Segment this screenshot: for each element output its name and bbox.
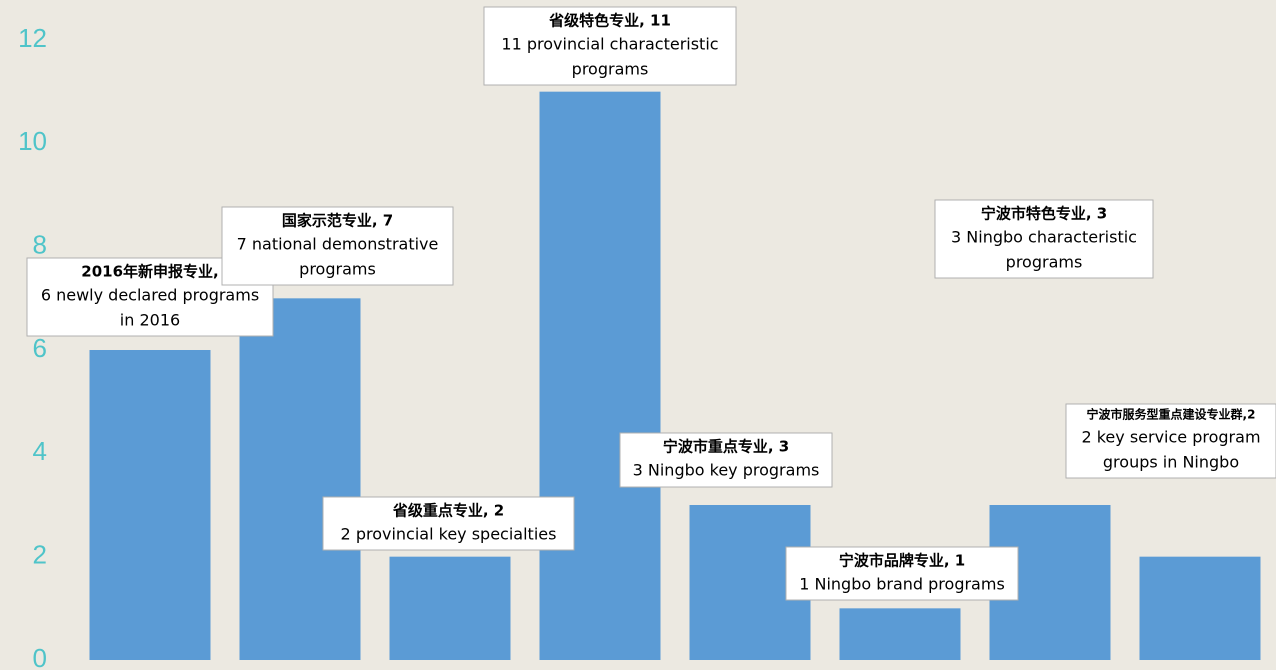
label-line: 1 Ningbo brand programs <box>799 575 1005 594</box>
label-line: 3 Ningbo key programs <box>633 461 820 480</box>
y-tick-label: 0 <box>33 643 47 670</box>
label-line: 2 provincial key specialties <box>341 525 557 544</box>
label-title: 宁波市重点专业, 3 <box>663 438 789 456</box>
y-tick-label: 2 <box>33 540 47 570</box>
bar <box>240 298 361 660</box>
y-tick-label: 10 <box>18 126 47 156</box>
label-line: programs <box>1006 253 1083 272</box>
label-title: 省级重点专业, 2 <box>392 502 504 520</box>
y-tick-label: 6 <box>33 333 47 363</box>
bar <box>540 92 661 660</box>
label-title: 宁波市服务型重点建设专业群,2 <box>1087 407 1256 422</box>
label-line: 11 provincial characteristic <box>501 35 718 54</box>
label-line: in 2016 <box>120 311 180 330</box>
label-line: 2 key service program <box>1081 428 1260 447</box>
label-line: 3 Ningbo characteristic <box>951 228 1137 247</box>
y-tick-label: 4 <box>33 436 47 466</box>
label-line: 6 newly declared programs <box>41 286 259 305</box>
bar <box>840 608 961 660</box>
y-tick-label: 12 <box>18 23 47 53</box>
bar <box>390 557 511 660</box>
label-title: 宁波市品牌专业, 1 <box>839 552 965 570</box>
bar <box>1140 557 1261 660</box>
label-title: 2016年新申报专业, <box>81 263 218 281</box>
chart: 0 2 4 6 8 10 12 2016年新申报专业, 6 newly declared pro… <box>0 0 1276 670</box>
label-title: 宁波市特色专业, 3 <box>981 205 1107 223</box>
label-line: programs <box>299 260 376 279</box>
label-line: programs <box>572 60 649 79</box>
label-title: 省级特色专业, 11 <box>548 12 671 30</box>
bar <box>90 350 211 660</box>
label-title: 国家示范专业, 7 <box>282 212 393 230</box>
y-tick-label: 8 <box>33 230 47 260</box>
label-line: groups in Ningbo <box>1103 453 1239 472</box>
label-line: 7 national demonstrative <box>237 235 439 254</box>
